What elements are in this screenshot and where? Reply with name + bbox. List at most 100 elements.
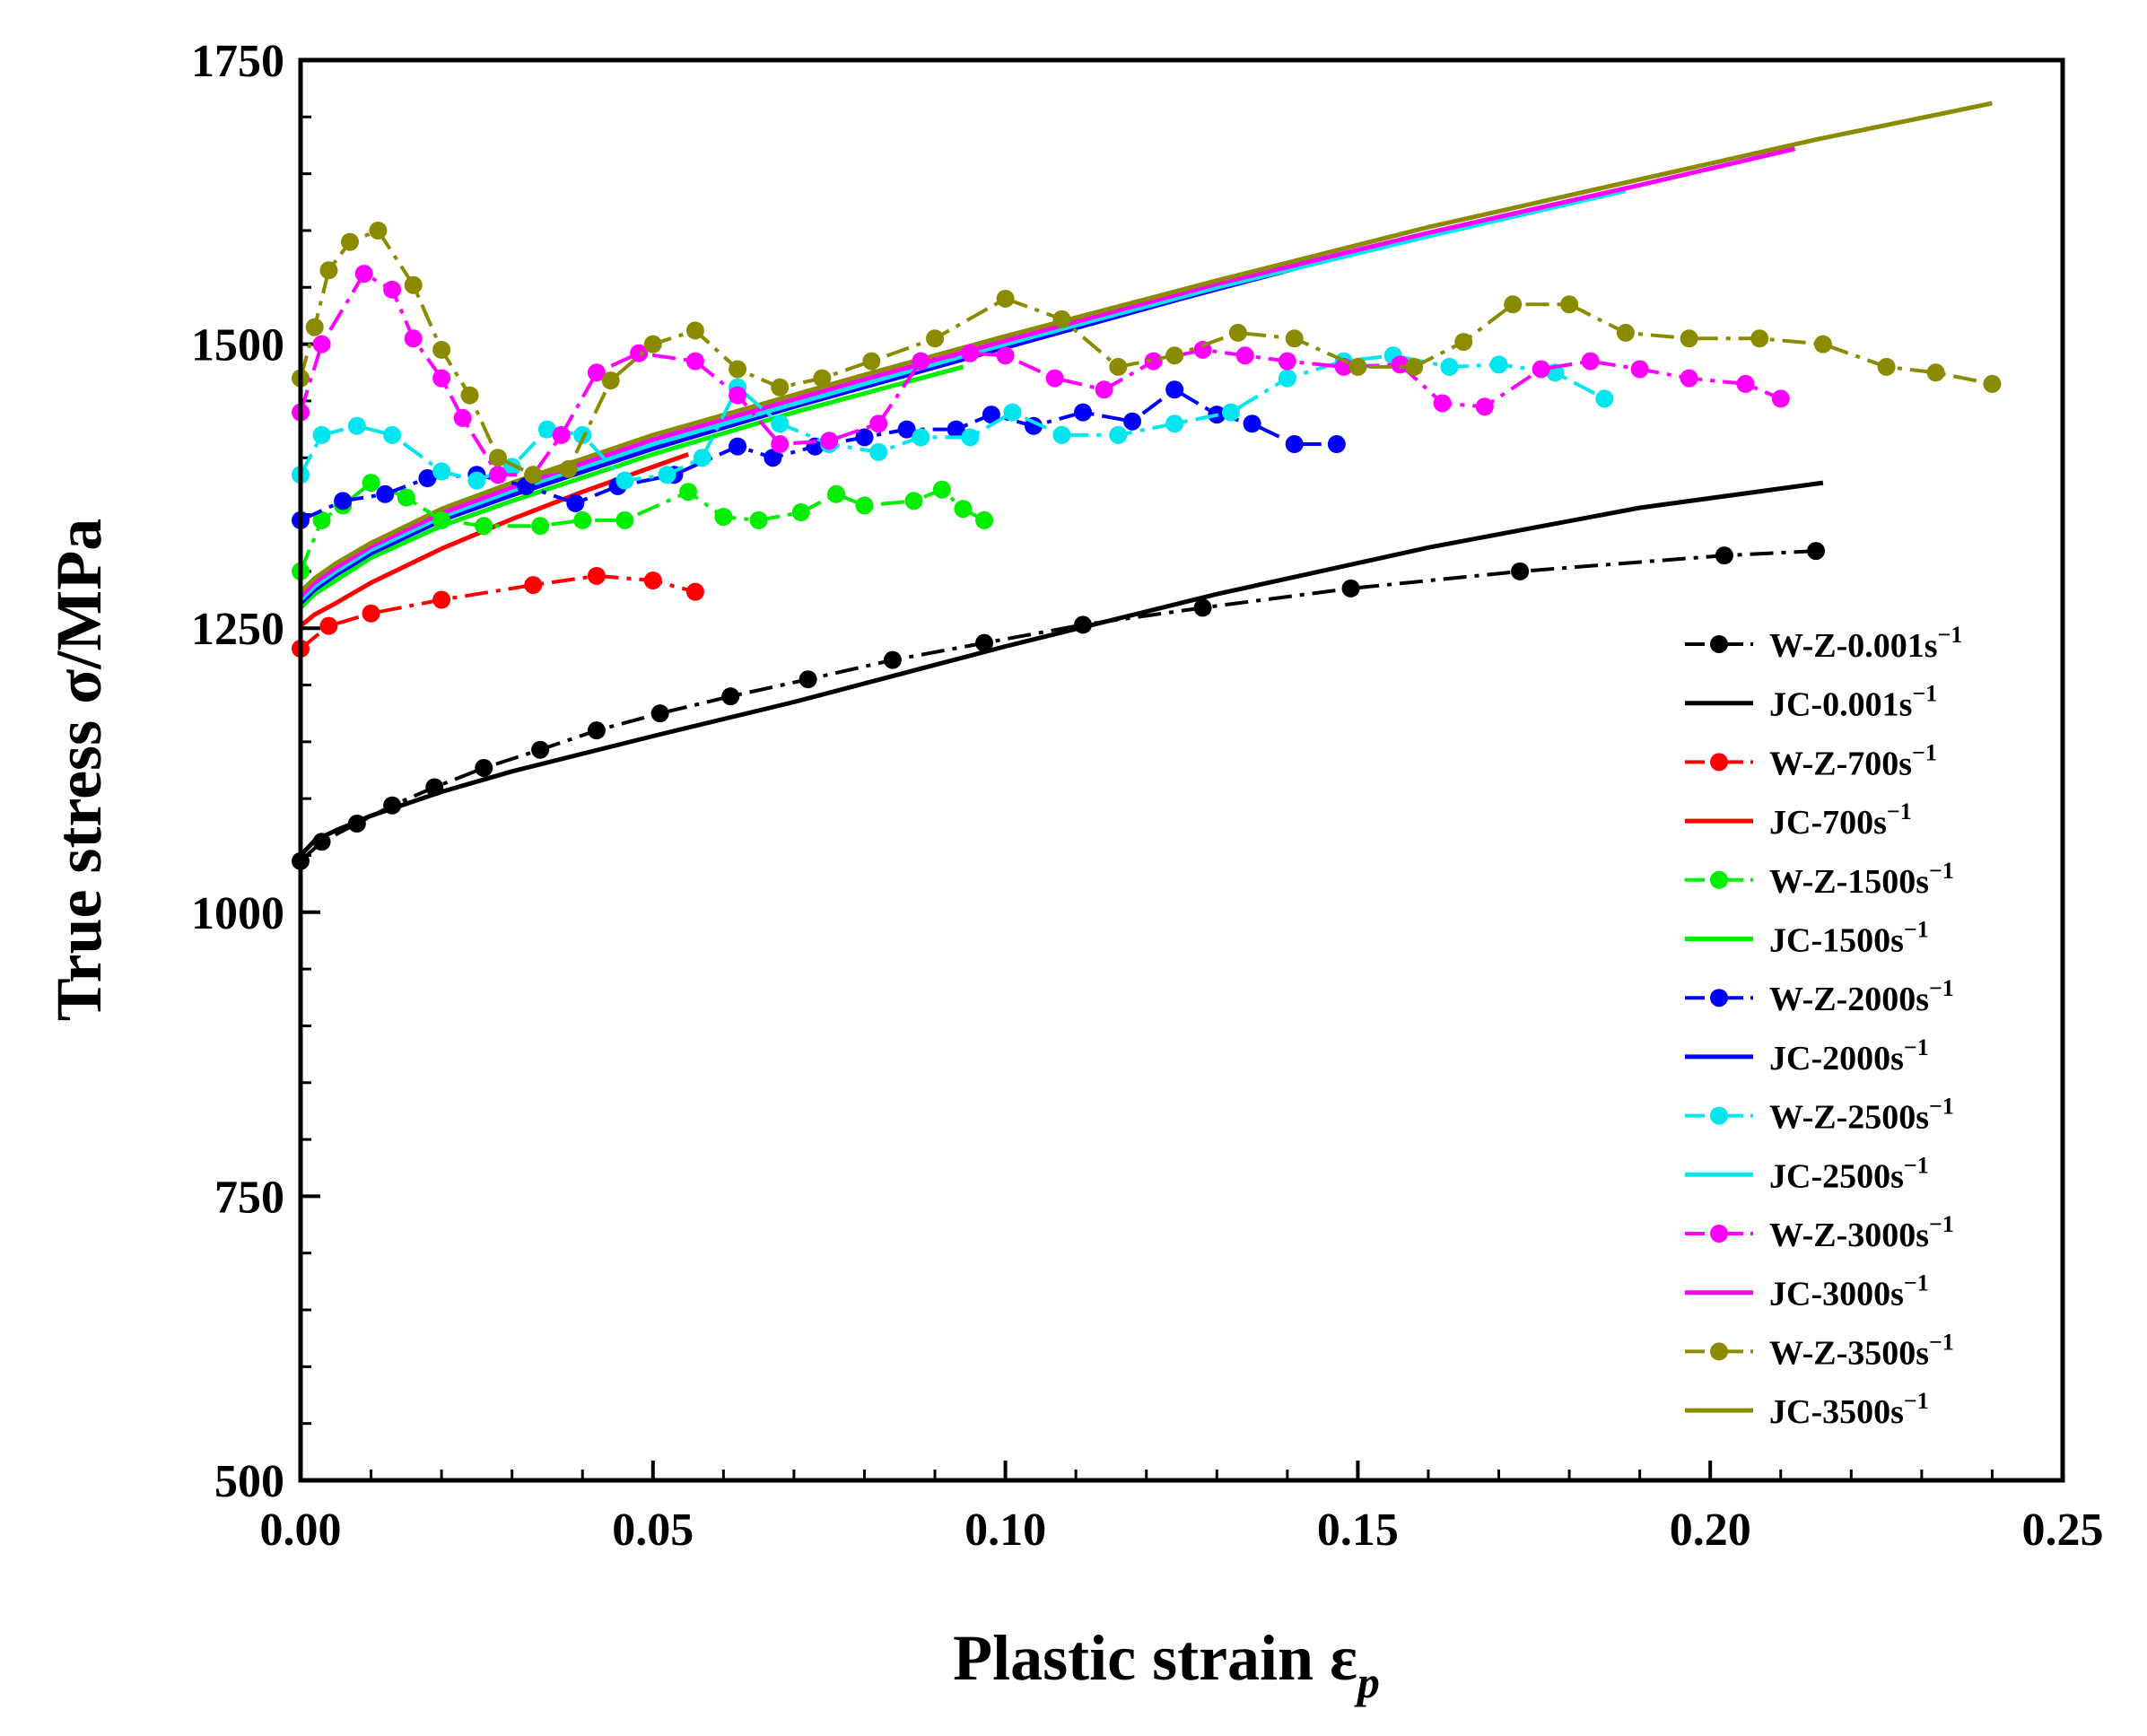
- x-tick-label: 0.25: [2022, 1505, 2104, 1556]
- legend-swatch-marker: [1710, 753, 1728, 772]
- data-point: [432, 340, 451, 359]
- data-point: [347, 815, 366, 833]
- data-point: [685, 352, 704, 371]
- data-point: [1595, 389, 1614, 408]
- model-curve: [299, 100, 1993, 594]
- x-tick-label: 0.10: [964, 1505, 1046, 1556]
- x-axis-title: Plastic strain εp: [953, 1622, 1380, 1707]
- data-point: [771, 378, 790, 397]
- legend-entry: W-Z-3000s−1: [1685, 1211, 1954, 1254]
- legend-label: W-Z-2000s−1: [1769, 975, 1954, 1018]
- data-point: [573, 510, 592, 529]
- legend-label: JC-0.001s−1: [1769, 681, 1937, 724]
- series-jc-0.001s: [299, 480, 1824, 858]
- data-point: [961, 344, 980, 362]
- legend-label-text: JC-2000s: [1769, 1040, 1904, 1077]
- data-point: [1680, 329, 1698, 348]
- y-tick-label: 500: [214, 1456, 284, 1507]
- data-point: [729, 386, 747, 405]
- data-point: [1475, 397, 1494, 416]
- x-tick-label: 0.20: [1670, 1505, 1751, 1556]
- data-point: [1771, 389, 1790, 408]
- legend-label: JC-700s−1: [1769, 798, 1912, 842]
- legend-label-superscript: −1: [1904, 1270, 1929, 1296]
- legend-label-superscript: −1: [1929, 975, 1954, 1001]
- data-point: [1341, 579, 1360, 598]
- x-tick-label: 0.15: [1317, 1505, 1399, 1556]
- data-point: [932, 480, 951, 499]
- legend-label-text: JC-3500s: [1769, 1393, 1904, 1431]
- data-point: [1504, 295, 1523, 314]
- y-tick-label: 1000: [191, 888, 284, 939]
- data-point: [587, 363, 606, 382]
- x-tick-label: 0.05: [612, 1505, 694, 1556]
- data-point: [1045, 369, 1064, 388]
- legend-swatch-marker: [1710, 635, 1728, 653]
- y-tick-label: 1250: [191, 604, 284, 655]
- data-point: [1165, 380, 1184, 399]
- data-point: [1750, 329, 1769, 348]
- data-point: [601, 371, 620, 390]
- data-point: [573, 425, 592, 444]
- plot-area-frame: [298, 57, 2065, 1483]
- data-point: [862, 352, 881, 371]
- legend-label-superscript: −1: [1929, 1094, 1954, 1120]
- legend-entry: W-Z-2500s−1: [1685, 1094, 1954, 1137]
- data-point: [1511, 562, 1530, 580]
- data-point: [334, 492, 353, 510]
- data-point: [1003, 403, 1022, 422]
- legend-label-text: JC-3000s: [1769, 1276, 1904, 1313]
- data-point: [813, 369, 832, 388]
- legend-entry: W-Z-2000s−1: [1685, 975, 1954, 1018]
- legend-label: JC-2500s−1: [1769, 1152, 1929, 1195]
- data-point: [1221, 403, 1240, 422]
- data-point: [488, 449, 507, 467]
- data-point: [1095, 380, 1113, 399]
- legend-label: W-Z-0.001s−1: [1769, 622, 1962, 665]
- data-point: [362, 604, 380, 623]
- data-point: [587, 721, 606, 740]
- legend-label: JC-2000s−1: [1769, 1034, 1929, 1077]
- test-curve: [299, 573, 696, 650]
- data-point: [475, 517, 493, 536]
- data-point: [1877, 357, 1896, 376]
- data-point: [904, 492, 923, 510]
- data-point: [650, 704, 669, 723]
- data-point: [1278, 369, 1296, 388]
- data-point: [947, 420, 965, 439]
- legend-entry: W-Z-3500s−1: [1685, 1329, 1954, 1372]
- x-tick-label: 0.00: [260, 1505, 342, 1556]
- legend-entry: JC-1500s−1: [1685, 917, 1929, 960]
- data-point: [679, 483, 698, 502]
- data-point: [1165, 414, 1184, 433]
- data-point: [432, 462, 451, 481]
- legend-label-text: W-Z-3000s: [1769, 1217, 1929, 1254]
- legend-label-superscript: −1: [1912, 739, 1937, 765]
- series-w-z-700s: [292, 566, 704, 658]
- data-point: [566, 493, 585, 512]
- data-point: [975, 510, 994, 529]
- data-point: [869, 442, 888, 461]
- data-point: [1285, 329, 1304, 348]
- legend: W-Z-0.001s−1JC-0.001s−1W-Z-700s−1JC-700s…: [1685, 622, 1962, 1431]
- data-point: [531, 517, 550, 536]
- legend-label-text: JC-2500s: [1769, 1157, 1904, 1195]
- data-point: [771, 435, 790, 454]
- data-point: [926, 329, 945, 348]
- y-tick-label: 1750: [191, 36, 284, 87]
- data-point: [1454, 333, 1473, 352]
- data-point: [537, 420, 556, 439]
- data-point: [587, 566, 606, 585]
- data-point: [1193, 598, 1212, 617]
- legend-entry: JC-2000s−1: [1685, 1034, 1929, 1077]
- data-point: [855, 428, 874, 447]
- data-point: [1228, 323, 1247, 342]
- data-point: [347, 416, 366, 435]
- legend-swatch-marker: [1710, 1342, 1728, 1361]
- legend-swatch-marker: [1710, 1225, 1728, 1243]
- x-axis-title-subscript: p: [1354, 1657, 1380, 1707]
- data-point: [475, 758, 493, 777]
- legend-label-superscript: −1: [1912, 681, 1937, 707]
- legend-entry: JC-0.001s−1: [1685, 681, 1937, 724]
- data-point: [1285, 435, 1304, 454]
